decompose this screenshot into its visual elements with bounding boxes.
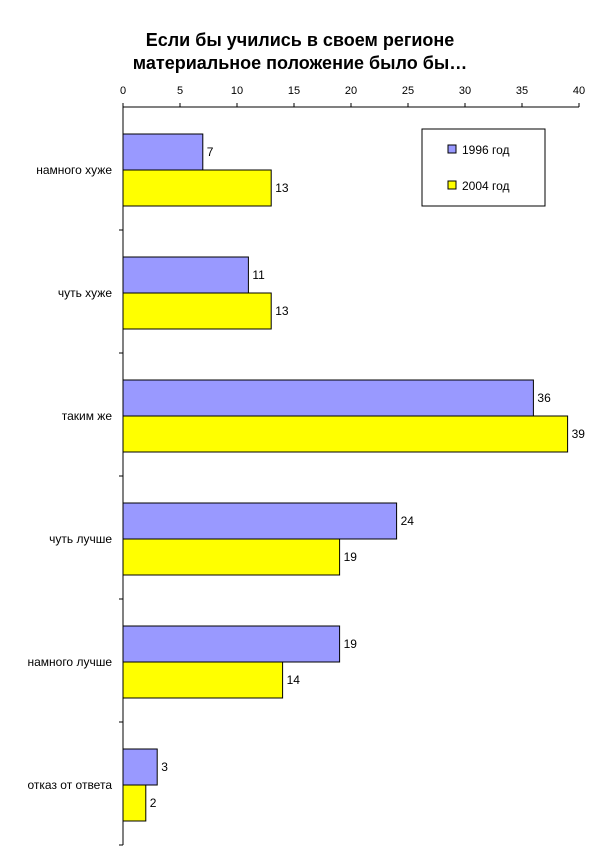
data-label: 14 [287,673,301,687]
bar-1996 [122,256,249,294]
legend-label-1996: 1996 год [462,143,510,157]
bar-1996 [122,502,398,540]
category-labels: намного хуже чуть хуже таким же чуть лучше н… [27,163,112,792]
category-label: отказ от ответа [28,778,113,792]
category-label: таким же [62,409,113,423]
x-tick-label: 15 [288,85,300,97]
x-tick-label: 20 [345,85,357,97]
x-tick-label: 0 [120,85,126,97]
data-label: 7 [207,145,214,159]
bar-1996 [122,625,341,663]
axes: 0 5 10 15 20 25 30 35 40 [119,85,585,846]
bar-2004 [122,415,569,453]
x-tick-label: 30 [459,85,471,97]
data-label: 19 [344,637,358,651]
category-label: чуть лучше [49,532,112,546]
data-label: 13 [275,181,289,195]
bar-2004 [122,292,272,330]
legend-swatch-2004 [447,180,457,190]
bar-2004 [122,661,284,699]
category-label: намного хуже [36,163,112,177]
data-label: 36 [537,391,551,405]
bar-1996 [122,379,534,417]
x-tick-label: 10 [231,85,243,97]
x-tick-label: 25 [402,85,414,97]
x-tick-label: 40 [573,85,585,97]
data-labels: 7 13 11 13 36 39 24 19 19 14 3 2 [150,145,585,810]
data-label: 39 [572,427,586,441]
data-label: 3 [161,760,168,774]
legend-box [421,128,546,207]
legend: 1996 год 2004 год [421,128,546,207]
x-tick-label: 5 [177,85,183,97]
category-label: чуть хуже [58,286,112,300]
legend-label-2004: 2004 год [462,179,510,193]
data-label: 19 [344,550,358,564]
data-label: 13 [275,304,289,318]
title-line-1: Если бы учились в своем регионе [146,30,455,50]
bar-1996 [122,748,158,786]
bar-2004 [122,784,147,822]
bar-1996 [122,133,204,171]
chart-title: Если бы учились в своем регионе материал… [133,30,467,73]
legend-swatch-1996 [447,144,457,154]
bar-2004 [122,538,341,576]
x-tick-label: 35 [516,85,528,97]
title-line-2: материальное положение было бы… [133,53,467,73]
data-label: 2 [150,796,157,810]
bars [122,133,569,822]
data-label: 24 [401,514,415,528]
data-label: 11 [252,268,265,282]
bar-2004 [122,169,272,207]
category-label: намного лучше [27,655,112,669]
